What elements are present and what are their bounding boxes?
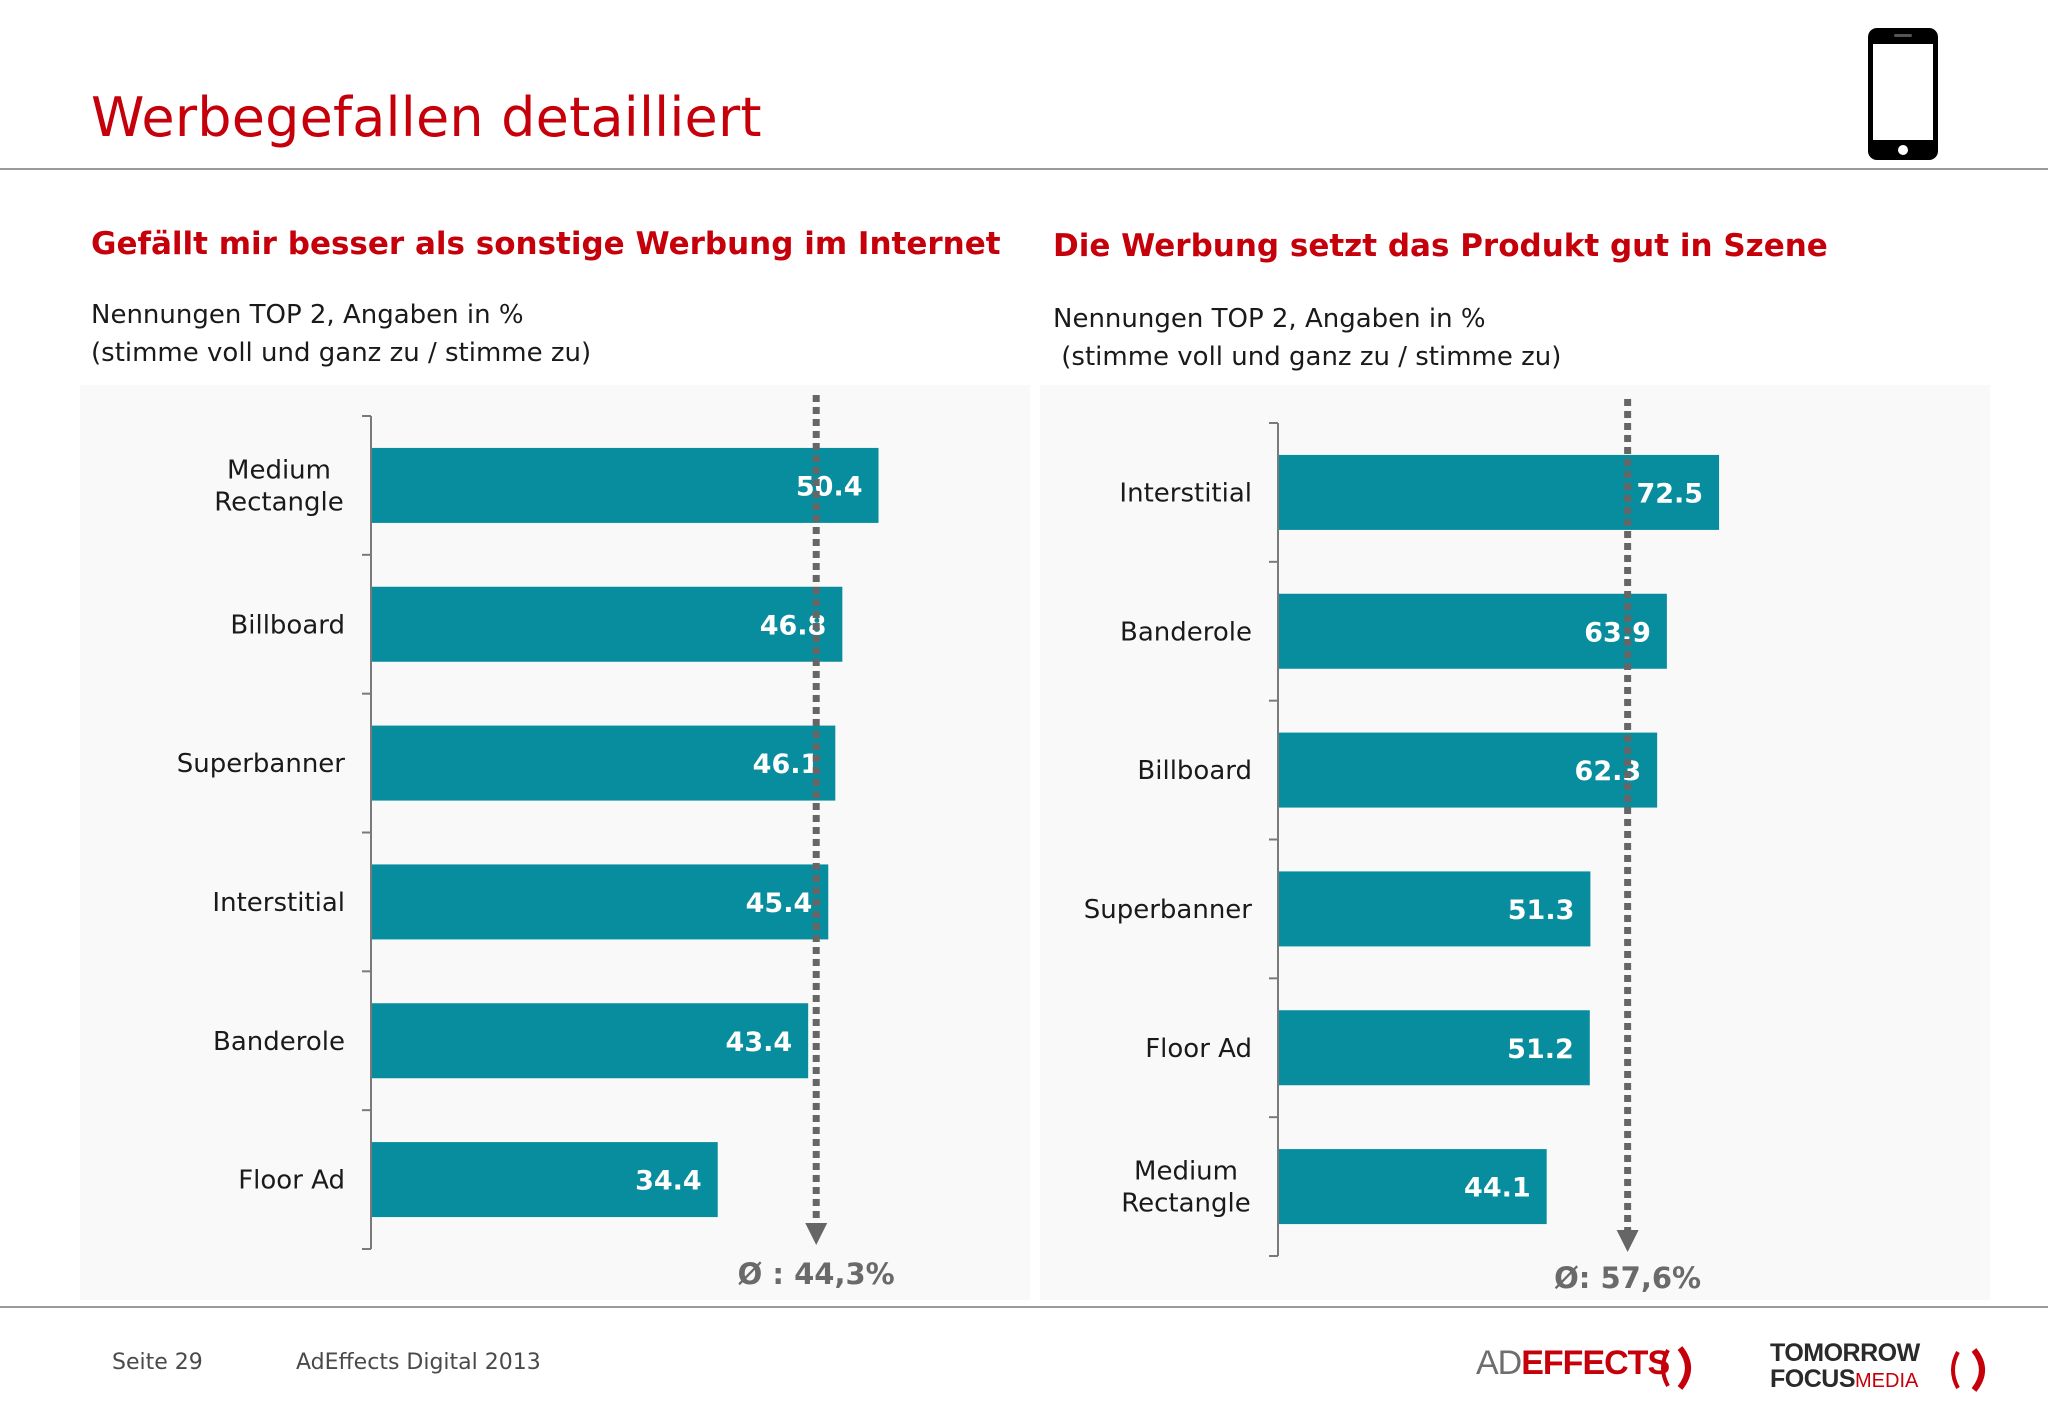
average-arrow-right [1616, 1230, 1639, 1252]
category-label-right-5: Floor Ad [1145, 1034, 1252, 1064]
chart-title-right: Die Werbung setzt das Produkt gut in Sze… [1053, 228, 1828, 264]
category-label-left-2: Billboard [230, 610, 345, 640]
bar-left-4 [372, 864, 829, 940]
category-label-right-1: Interstitial [1119, 478, 1252, 508]
bar-left-1 [372, 447, 879, 523]
chart-subtitle-left: Nennungen TOP 2, Angaben in % (stimme vo… [91, 296, 591, 372]
category-label-left-6: Floor Ad [238, 1166, 345, 1196]
bar-left-2 [372, 586, 843, 662]
average-arrow-left [805, 1223, 828, 1245]
data-label-right-4: 51.3 [1508, 895, 1575, 926]
page-title: Werbegefallen detailliert [91, 86, 762, 149]
tomorrow-focus-media-logo: TOMORROW FOCUSMEDIA [1770, 1340, 1920, 1396]
bar-right-3 [1279, 732, 1658, 808]
adeffects-logo: ADEFFECTS [1476, 1344, 1691, 1392]
chart-area-right [1040, 385, 1990, 1300]
header-divider [0, 168, 2048, 170]
average-label-left: Ø : 44,3% [738, 1257, 895, 1291]
bar-right-2 [1279, 593, 1667, 669]
bar-right-6 [1279, 1149, 1547, 1225]
category-label-right-3: Billboard [1137, 756, 1252, 786]
footer-source: AdEffects Digital 2013 [296, 1350, 541, 1375]
smartphone-icon [1868, 28, 1938, 160]
data-label-left-3: 46.1 [753, 749, 820, 780]
chart-subtitle-left-line2: (stimme voll und ganz zu / stimme zu) [91, 338, 592, 368]
chart-subtitle-right-line2: (stimme voll und ganz zu / stimme zu) [1053, 342, 1562, 372]
category-label-right-4: Superbanner [1084, 895, 1253, 925]
tfm-logo-line1: TOMORROW [1770, 1339, 1920, 1367]
category-label-left-1: Medium Rectangle [214, 455, 344, 517]
tfm-logo-media: MEDIA [1855, 1370, 1919, 1392]
category-label-left-5: Banderole [213, 1027, 345, 1057]
tfm-logo-mark [1951, 1348, 1985, 1392]
chart-subtitle-left-line1: Nennungen TOP 2, Angaben in % [91, 300, 524, 330]
bar-left-3 [372, 725, 836, 801]
chart-title-left: Gefällt mir besser als sonstige Werbung … [91, 226, 1001, 262]
data-label-left-5: 43.4 [726, 1027, 793, 1058]
data-label-right-3: 62.3 [1575, 756, 1642, 787]
category-label-left-3: Superbanner [177, 749, 346, 779]
data-label-right-6: 44.1 [1464, 1173, 1531, 1204]
data-label-right-1: 72.5 [1636, 478, 1703, 509]
bar-right-4 [1279, 871, 1591, 947]
bar-left-5 [372, 1003, 809, 1079]
adeffects-logo-mark [1661, 1346, 1691, 1390]
category-label-left-4: Interstitial [212, 888, 345, 918]
bar-right-1 [1279, 454, 1720, 530]
data-label-right-2: 63.9 [1584, 617, 1651, 648]
chart-subtitle-right: Nennungen TOP 2, Angaben in % (stimme vo… [1053, 300, 1561, 376]
adeffects-logo-ad: AD [1476, 1344, 1522, 1382]
bar-right-5 [1279, 1010, 1590, 1086]
chart-subtitle-right-line1: Nennungen TOP 2, Angaben in % [1053, 304, 1486, 334]
data-label-left-1: 50.4 [796, 471, 863, 502]
category-label-right-2: Banderole [1120, 617, 1252, 647]
data-label-left-4: 45.4 [746, 888, 813, 919]
average-label-right: Ø: 57,6% [1554, 1261, 1701, 1295]
category-label-right-6: Medium Rectangle [1121, 1157, 1251, 1219]
adeffects-logo-effects: EFFECTS [1521, 1344, 1670, 1382]
bar-left-6 [372, 1142, 718, 1218]
footer-divider [0, 1306, 2048, 1308]
footer-page-number: Seite 29 [112, 1350, 203, 1375]
tfm-logo-focus: FOCUS [1770, 1365, 1856, 1393]
data-label-right-5: 51.2 [1507, 1034, 1574, 1065]
data-label-left-6: 34.4 [635, 1166, 702, 1197]
